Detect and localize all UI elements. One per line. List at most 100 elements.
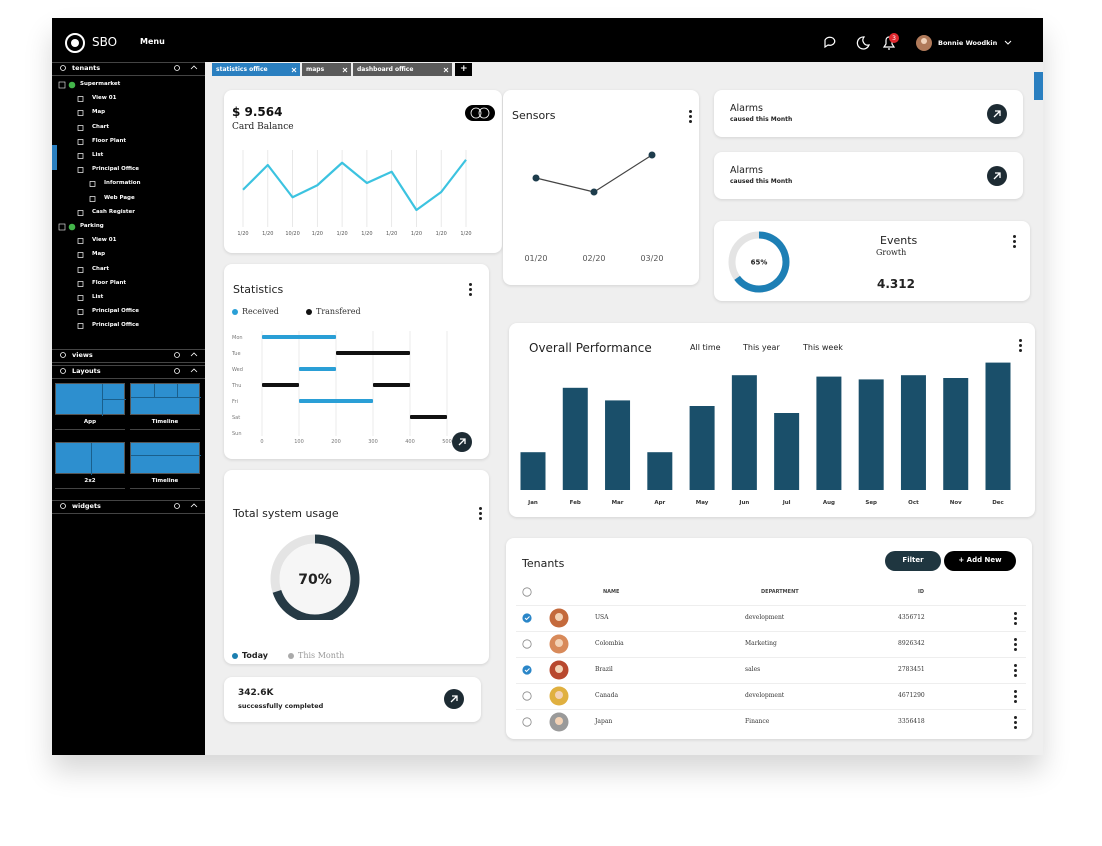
close-icon[interactable]: [442, 66, 450, 74]
more-menu[interactable]: [479, 512, 482, 515]
bar: [774, 413, 800, 490]
button[interactable]: + Add New: [944, 551, 1016, 571]
moon-icon[interactable]: [856, 36, 870, 50]
chevron: [1004, 40, 1012, 45]
tree-item[interactable]: Cash Register: [92, 208, 135, 215]
tree-item[interactable]: Map: [92, 251, 106, 258]
tree-item[interactable]: Supermarket: [80, 81, 121, 87]
open-button[interactable]: [987, 166, 1007, 186]
section-title[interactable]: views: [72, 351, 93, 359]
section-title[interactable]: Layouts: [72, 367, 101, 375]
bar: [520, 452, 546, 490]
app-window: 3 SBO Menu Bonnie Woodkin tenants Supermarket…: [52, 18, 1043, 755]
row-checkbox[interactable]: [522, 717, 532, 727]
arrow-icon: [993, 110, 1001, 118]
tree-icon: [77, 124, 84, 131]
more-menu[interactable]: [1014, 721, 1017, 724]
select-all[interactable]: [522, 587, 532, 597]
row-divider: [516, 605, 1026, 606]
tree-item[interactable]: Map: [92, 109, 106, 116]
x-tick-label: Dec: [992, 500, 1004, 506]
layout-tile[interactable]: [130, 442, 201, 474]
content-handle: [1034, 72, 1043, 100]
close-icon[interactable]: [290, 66, 298, 74]
logo-circle: [470, 107, 482, 119]
tree-item[interactable]: Floor Plant: [92, 137, 126, 144]
legend-label: This Month: [298, 651, 345, 660]
filter-tab[interactable]: All time: [690, 343, 721, 352]
layout-tile[interactable]: [130, 383, 201, 415]
node-icon: [89, 181, 96, 188]
tree-item[interactable]: Chart: [92, 123, 110, 130]
x-tick-label: 1/20: [336, 231, 347, 237]
tree-item[interactable]: Chart: [92, 265, 110, 272]
checkmark: [524, 616, 530, 621]
close-cross: [342, 67, 348, 73]
more-menu[interactable]: [1014, 617, 1017, 620]
x-tick-label: May: [696, 500, 709, 506]
menu-button[interactable]: Menu: [140, 37, 165, 46]
point: [590, 188, 598, 196]
tile-caption-bg: [130, 474, 200, 489]
x-tick-label: 1/20: [237, 231, 248, 237]
tab[interactable]: maps: [302, 63, 351, 76]
chat-icon[interactable]: [824, 36, 836, 49]
tree-item[interactable]: Principal Office: [92, 308, 139, 315]
checkbox-circle: [522, 639, 532, 649]
node-icon: [77, 252, 84, 259]
more-menu[interactable]: [1014, 643, 1017, 646]
layout-tile[interactable]: [55, 442, 125, 475]
new-tab[interactable]: +: [455, 63, 472, 76]
filter-tab[interactable]: This week: [803, 343, 843, 352]
tree-item[interactable]: Information: [104, 180, 141, 187]
tree-item[interactable]: Web Page: [104, 194, 135, 201]
more-menu[interactable]: [1013, 240, 1016, 243]
x-tick-label: 02/20: [582, 254, 605, 263]
section-title[interactable]: tenants: [72, 64, 101, 72]
tree-item[interactable]: View 01: [92, 95, 117, 102]
avatar-face: [555, 639, 563, 647]
tree-item[interactable]: List: [92, 152, 104, 158]
avatar: [549, 660, 569, 680]
open-button[interactable]: [987, 104, 1007, 124]
more-menu[interactable]: [1014, 695, 1017, 698]
avatar-face: [555, 691, 563, 699]
close-icon[interactable]: [341, 66, 349, 74]
tab[interactable]: statistics office: [212, 63, 300, 76]
section-title[interactable]: widgets: [72, 502, 101, 510]
more-menu[interactable]: [689, 115, 692, 118]
more-menu[interactable]: [1014, 669, 1017, 672]
overall-card: Overall Performance All time This year This…: [509, 323, 1035, 517]
tree-item[interactable]: Parking: [80, 223, 104, 229]
tree-item[interactable]: List: [92, 294, 104, 300]
more-menu[interactable]: [469, 288, 472, 291]
layout-tile[interactable]: [55, 383, 126, 416]
y-tick-label: Thu: [231, 383, 241, 389]
tree-item[interactable]: Floor Plant: [92, 279, 126, 286]
row-checkbox[interactable]: [522, 665, 532, 675]
alarm-title: Alarms: [730, 165, 763, 176]
row-checkbox[interactable]: [522, 691, 532, 701]
x-tick-label: Sep: [865, 500, 877, 506]
tab[interactable]: dashboard office: [353, 63, 452, 76]
more-menu[interactable]: [1019, 344, 1022, 347]
tree-item[interactable]: View 01: [92, 237, 117, 244]
open-button[interactable]: [444, 689, 464, 709]
row-checkbox[interactable]: [522, 613, 532, 623]
button[interactable]: Filter: [885, 551, 941, 571]
alarm-subtitle: caused this Month: [730, 178, 793, 185]
donut-arc: [734, 231, 790, 293]
open-button[interactable]: [452, 432, 472, 452]
avatar-face: [555, 665, 563, 673]
tree-item[interactable]: Principal Office: [92, 322, 139, 329]
tree-item[interactable]: Principal Office: [92, 166, 139, 173]
range-bar: [262, 383, 299, 387]
tile-caption: Timeline: [151, 478, 179, 484]
row-checkbox[interactable]: [522, 639, 532, 649]
tree-icon: [89, 181, 96, 188]
filter-tab[interactable]: This year: [743, 343, 780, 352]
x-tick-label: 1/20: [436, 231, 447, 237]
cell-id: 8926342: [898, 640, 925, 647]
sidebar: tenants Supermarket View 01 Map Chart Floor P…: [52, 62, 205, 755]
